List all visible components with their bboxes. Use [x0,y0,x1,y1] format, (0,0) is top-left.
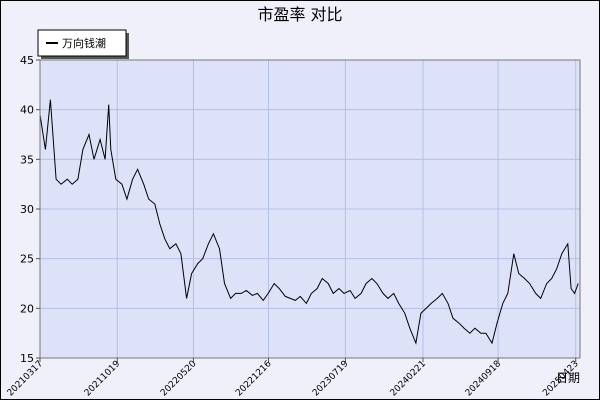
y-tick-label: 25 [20,253,34,266]
y-tick-label: 30 [20,203,34,216]
y-tick-label: 20 [20,302,34,315]
plot [39,99,579,345]
y-tick-label: 45 [20,54,34,67]
chart-title: 市盈率 对比 [257,5,342,24]
x-axis-title: 日期 [556,371,580,385]
series-line [39,99,579,345]
legend: 万向钱潮 [37,29,129,59]
legend-label: 万向钱潮 [62,36,106,50]
y-tick-label: 15 [20,352,34,365]
y-tick-label: 35 [20,153,34,166]
y-tick-label: 40 [20,104,34,117]
